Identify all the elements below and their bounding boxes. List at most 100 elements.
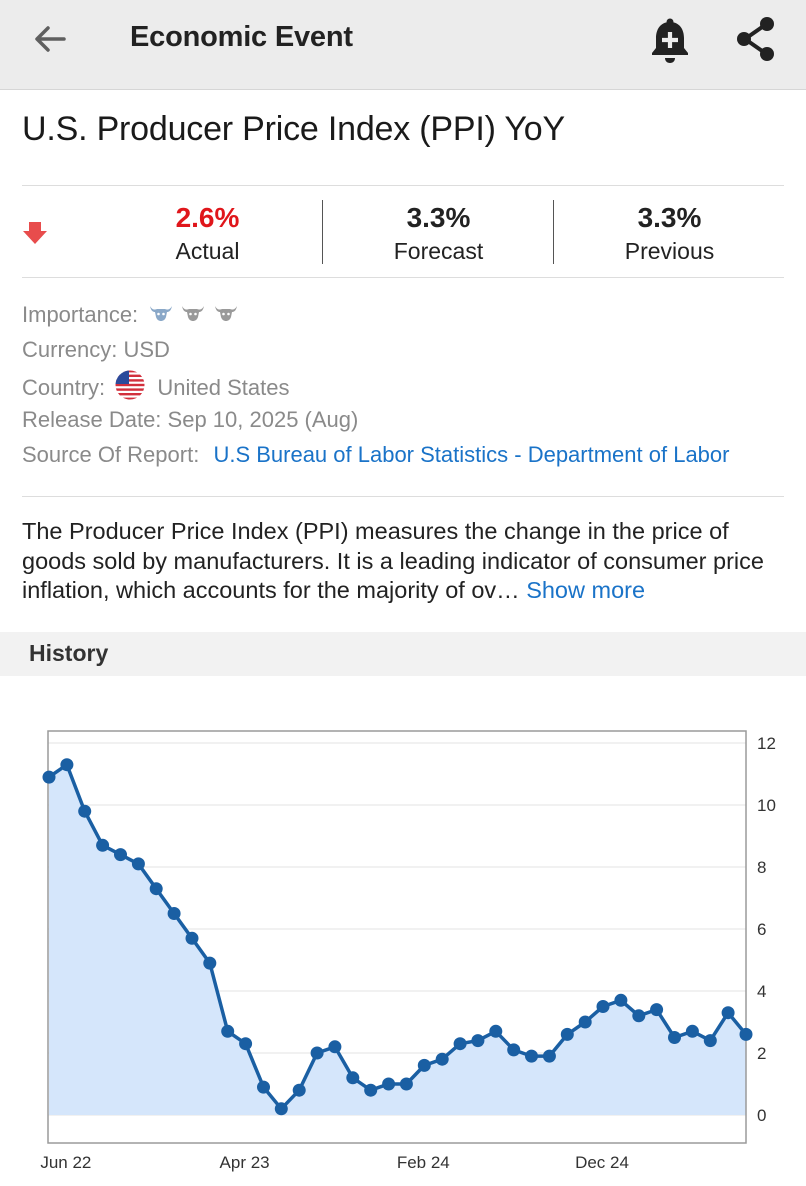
divider [22, 496, 784, 497]
forecast-value: 3.3% [406, 202, 471, 233]
country-row: Country: United States [22, 370, 784, 405]
description-text: The Producer Price Index (PPI) measures … [22, 518, 764, 603]
data-point [507, 1043, 521, 1057]
y-tick-label: 12 [757, 734, 776, 753]
source-row: Source Of Report: U.S Bureau of Labor St… [22, 440, 784, 475]
y-tick-label: 10 [757, 796, 776, 815]
event-stats: 2.6% Actual 3.3% Forecast 3.3% Previous [22, 185, 784, 278]
data-point [739, 1027, 753, 1041]
release-date-row: Release Date: Sep 10, 2025 (Aug) [22, 405, 784, 440]
share-button[interactable] [732, 14, 780, 64]
data-point [560, 1027, 574, 1041]
arrow-down-icon [23, 222, 47, 244]
bull-icon [182, 306, 205, 322]
data-point [685, 1024, 699, 1038]
x-tick-label: Jun 22 [40, 1153, 91, 1172]
y-tick-label: 4 [757, 982, 766, 1001]
currency-value: USD [123, 337, 170, 362]
x-tick-label: Feb 24 [397, 1153, 450, 1172]
bull-icon [214, 306, 237, 322]
data-point [578, 1015, 592, 1029]
app-bar-title: Economic Event [130, 21, 353, 53]
data-point [257, 1080, 270, 1094]
bell-plus-icon [652, 18, 688, 63]
app-bar: Economic Event [0, 0, 806, 90]
data-point [453, 1037, 467, 1051]
source-label: Source Of Report: [22, 442, 200, 467]
y-tick-label: 2 [757, 1044, 766, 1063]
series-line [48, 762, 748, 1111]
previous-value: 3.3% [637, 202, 702, 233]
data-point [346, 1071, 360, 1085]
source-link[interactable]: U.S Bureau of Labor Statistics - Departm… [213, 442, 730, 467]
data-point [114, 848, 127, 862]
data-point [382, 1077, 396, 1091]
add-alert-button[interactable] [646, 14, 694, 66]
event-description: The Producer Price Index (PPI) measures … [22, 517, 792, 606]
importance-label: Importance: [22, 302, 139, 327]
y-tick-label: 8 [757, 858, 766, 877]
bull-icon [150, 306, 173, 322]
stat-previous: 3.3% Previous [554, 200, 785, 266]
data-point [292, 1083, 306, 1097]
country-label: Country: [22, 374, 106, 400]
stat-separator [322, 200, 323, 264]
data-point [632, 1009, 646, 1023]
data-point [489, 1024, 503, 1038]
share-icon [737, 17, 774, 61]
data-point [399, 1077, 413, 1091]
data-point [149, 882, 163, 896]
data-point [435, 1052, 449, 1066]
data-point [96, 838, 110, 852]
history-chart-svg: 0 2 4 6 8 10 12 Jun 22 Apr 23 Feb 24 Dec 24 [40, 730, 776, 1172]
event-details: Importance: Currency: USD Country: [22, 300, 784, 475]
forecast-label: Forecast [393, 238, 484, 264]
data-point [167, 907, 181, 920]
history-chart[interactable]: 0 2 4 6 8 10 12 Jun 22 Apr 23 Feb 24 Dec 24 [0, 676, 806, 1186]
data-point [364, 1083, 378, 1097]
history-section-header: History [0, 632, 806, 676]
data-point [525, 1049, 538, 1063]
currency-label: Currency: [22, 337, 118, 362]
data-point [328, 1040, 342, 1054]
arrow-left-icon [35, 26, 66, 52]
country-value: United States [157, 374, 290, 400]
data-point [310, 1046, 324, 1060]
data-point [542, 1049, 556, 1063]
currency-row: Currency: USD [22, 335, 784, 370]
data-point [668, 1031, 681, 1044]
actual-label: Actual [175, 238, 240, 264]
us-flag-icon [115, 370, 145, 408]
plot-frame [47, 730, 747, 1144]
history-heading: History [29, 640, 109, 666]
area-fill [49, 764, 746, 1115]
stat-forecast: 3.3% Forecast [323, 200, 554, 266]
x-tick-label: Dec 24 [575, 1153, 629, 1172]
y-tick-label: 6 [757, 920, 766, 939]
stat-separator [553, 200, 554, 264]
actual-value: 2.6% [175, 202, 240, 233]
importance-row: Importance: [22, 300, 784, 335]
data-point [185, 931, 199, 945]
back-button[interactable] [26, 18, 74, 60]
data-point [221, 1024, 235, 1038]
data-point [471, 1034, 485, 1048]
stat-actual: 2.6% Actual [92, 200, 323, 266]
data-point [78, 804, 92, 818]
data-point [42, 770, 56, 784]
data-point [614, 993, 628, 1007]
release-date-value: Sep 10, 2025 (Aug) [167, 407, 359, 432]
show-more-link[interactable]: Show more [526, 577, 646, 603]
data-point [596, 1000, 610, 1013]
y-tick-label: 0 [757, 1106, 766, 1125]
data-point [650, 1003, 664, 1017]
data-point [239, 1037, 253, 1051]
data-point [721, 1006, 735, 1020]
data-point [417, 1058, 431, 1072]
importance-rating [148, 301, 238, 331]
event-title: U.S. Producer Price Index (PPI) YoY [22, 110, 565, 148]
data-point [131, 857, 145, 871]
data-point [60, 758, 74, 772]
previous-label: Previous [624, 238, 715, 264]
x-tick-label: Apr 23 [220, 1153, 270, 1172]
